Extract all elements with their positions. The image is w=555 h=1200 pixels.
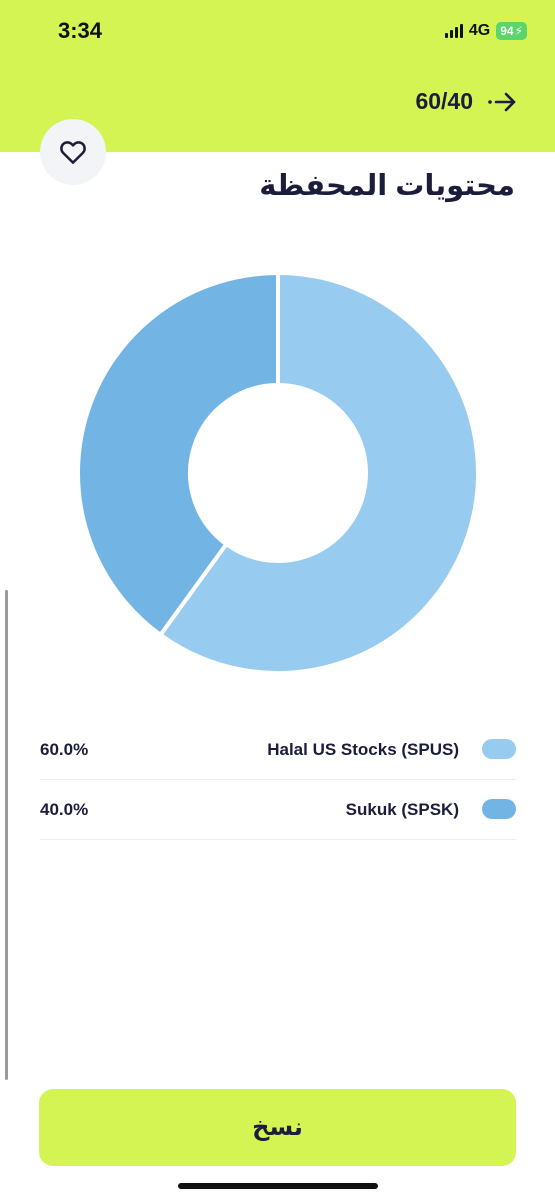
favorite-button[interactable] — [40, 119, 106, 185]
page-title: محتويات المحفظة — [259, 170, 515, 202]
portfolio-donut-chart — [76, 271, 480, 675]
battery-icon: 94⚡ — [496, 22, 527, 40]
donut-slice-2 — [76, 271, 280, 637]
status-indicators: 4G 94⚡ — [444, 22, 527, 40]
home-indicator[interactable] — [178, 1183, 378, 1189]
network-type: 4G — [468, 22, 491, 39]
donut-slice-1 — [158, 271, 480, 675]
legend-swatch — [482, 799, 516, 819]
legend-percent: 60.0% — [40, 740, 89, 759]
legend-item: 60.0% Halal US Stocks (SPUS) — [40, 720, 516, 780]
header-ratio-nav[interactable]: 60/40 — [415, 88, 517, 115]
legend-list: 60.0% Halal US Stocks (SPUS) 40.0% Sukuk… — [40, 720, 516, 840]
legend-label: Halal US Stocks (SPUS) — [267, 740, 459, 759]
legend-swatch — [482, 739, 516, 759]
legend-item: 40.0% Sukuk (SPSK) — [40, 780, 516, 840]
battery-level: 94 — [500, 24, 514, 38]
signal-icon — [444, 24, 463, 38]
legend-label: Sukuk (SPSK) — [345, 800, 459, 819]
legend-percent: 40.0% — [40, 800, 89, 819]
heart-icon — [60, 141, 86, 164]
portfolio-ratio: 60/40 — [415, 88, 473, 114]
scroll-indicator[interactable] — [5, 590, 8, 1080]
arrow-right-icon[interactable] — [487, 90, 517, 114]
status-time: 3:34 — [58, 18, 103, 43]
copy-button[interactable]: نسخ — [39, 1089, 516, 1166]
